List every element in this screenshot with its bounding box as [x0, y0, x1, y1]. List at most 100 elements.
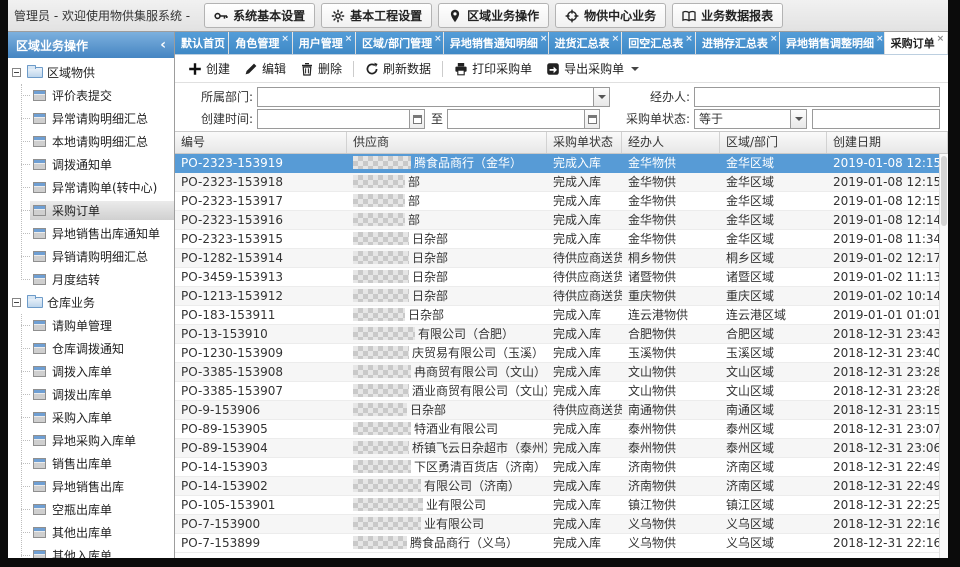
cell-采购单状态: 完成入库 — [553, 213, 602, 227]
sidebar-item-异销请购明细汇总[interactable]: 异销请购明细汇总 — [8, 245, 174, 268]
table-row[interactable]: PO-3459-153913 日杂部 待供应商送货 诸暨物供 诸暨区域 2019-01-0… — [175, 268, 939, 287]
table-row[interactable]: PO-2323-153917 部 完成入库 金华物供 金华区域 2019-01-08 12… — [175, 192, 939, 211]
sidebar-item-异地采购入库单[interactable]: 异地采购入库单 — [8, 429, 174, 452]
top-menu-button-5[interactable]: 业务数据报表 — [672, 3, 784, 28]
tab-进货汇总表[interactable]: 进货汇总表 × — [548, 32, 622, 54]
table-row[interactable]: PO-14-153903 下区勇清百货店（济南） 完成入库 济南物供 济南区域 2018-… — [175, 458, 939, 477]
sidebar-item-异常请购明细汇总[interactable]: 异常请购明细汇总 — [8, 107, 174, 130]
table-row[interactable]: PO-9-153906 日杂部 待供应商送货 南通物供 南通区域 2018-12-31 2… — [175, 401, 939, 420]
table-row[interactable]: PO-7-153900 业有限公司 完成入库 义乌物供 义乌区域 2018-12-31 2… — [175, 515, 939, 534]
table-row[interactable]: PO-183-153911 日杂部 完成入库 连云港物供 连云港区域 2019-01-01… — [175, 306, 939, 325]
dept-combobox[interactable] — [257, 87, 610, 107]
table-row[interactable]: PO-89-153905 特酒业有限公司 完成入库 泰州物供 泰州区域 2018-12-3… — [175, 420, 939, 439]
sidebar-item-评价表提交[interactable]: 评价表提交 — [8, 84, 174, 107]
table-row[interactable]: PO-3385-153907 酒业商贸有限公司（文山） 完成入库 文山物供 文山区域 20… — [175, 382, 939, 401]
column-header-编号[interactable]: 编号 — [175, 132, 347, 153]
tab-回空汇总表[interactable]: 回空汇总表 × — [622, 32, 695, 54]
chevron-down-icon[interactable] — [790, 110, 806, 128]
sidebar-item-销售出库单[interactable]: 销售出库单 — [8, 452, 174, 475]
toolbar-button-刷新数据[interactable]: 刷新数据 — [358, 57, 438, 80]
status-operator-combobox[interactable]: 等于 — [694, 109, 807, 129]
close-icon[interactable]: × — [281, 34, 289, 44]
table-row[interactable]: PO-89-153904 桥镇飞云日杂超市（泰州） 完成入库 泰州物供 泰州区域 2018… — [175, 439, 939, 458]
close-icon[interactable]: × — [434, 34, 442, 44]
tab-默认首页[interactable]: 默认首页 — [175, 32, 229, 54]
tab-用户管理[interactable]: 用户管理 × — [292, 32, 356, 54]
table-row[interactable]: PO-13-153910 有限公司（合肥） 完成入库 合肥物供 合肥区域 2018-12-… — [175, 325, 939, 344]
tab-采购订单[interactable]: 采购订单 × — [884, 32, 947, 54]
key-icon — [214, 9, 228, 23]
sidebar-item-调拨出库单[interactable]: 调拨出库单 — [8, 383, 174, 406]
top-menu-button-4[interactable]: 物供中心业务 — [555, 3, 667, 28]
sidebar-item-调拨入库单[interactable]: 调拨入库单 — [8, 360, 174, 383]
sidebar-item-请购单管理[interactable]: 请购单管理 — [8, 314, 174, 337]
operator-input[interactable] — [695, 88, 939, 106]
sidebar-item-仓库调拨通知[interactable]: 仓库调拨通知 — [8, 337, 174, 360]
created-from-input[interactable] — [258, 110, 409, 128]
top-menu-button-3[interactable]: 区域业务操作 — [438, 3, 550, 28]
top-menu-button-2[interactable]: 基本工程设置 — [321, 3, 433, 28]
vertical-scrollbar[interactable] — [939, 154, 948, 558]
toolbar-button-删除[interactable]: 删除 — [293, 57, 349, 80]
tab-异地销售调整明细[interactable]: 异地销售调整明细 × — [779, 32, 884, 54]
tab-角色管理[interactable]: 角色管理 × — [229, 32, 292, 54]
toolbar-button-打印采购单[interactable]: 打印采购单 — [447, 57, 539, 80]
tab-进销存汇总表[interactable]: 进销存汇总表 × — [695, 32, 779, 54]
column-header-供应商[interactable]: 供应商 — [347, 132, 547, 153]
table-row[interactable]: PO-1230-153909 庆贸易有限公司（玉溪） 完成入库 玉溪物供 玉溪区域 201… — [175, 344, 939, 363]
close-icon[interactable]: × — [936, 34, 945, 44]
table-row[interactable]: PO-105-153901 业有限公司 完成入库 镇江物供 镇江区域 2018-12-31… — [175, 496, 939, 515]
table-row[interactable]: PO-1213-153912 日杂部 待供应商送货 重庆物供 重庆区域 2019-01-0… — [175, 287, 939, 306]
sidebar-item-空瓶出库单[interactable]: 空瓶出库单 — [8, 498, 174, 521]
table-row[interactable]: PO-2323-153916 部 完成入库 金华物供 金华区域 2019-01-08 12… — [175, 211, 939, 230]
close-icon[interactable]: × — [611, 34, 620, 44]
cell-采购单状态: 完成入库 — [553, 194, 602, 208]
table-row[interactable]: PO-1282-153914 日杂部 待供应商送货 桐乡物供 桐乡区域 2019-01-0… — [175, 249, 939, 268]
table-row[interactable]: PO-14-153902 有限公司（济南） 完成入库 济南物供 济南区域 2018-12-… — [175, 477, 939, 496]
collapse-sidebar-icon[interactable]: ‹ — [160, 37, 166, 53]
sidebar-item-采购入库单[interactable]: 采购入库单 — [8, 406, 174, 429]
sidebar-item-月度结转[interactable]: 月度结转 — [8, 268, 174, 291]
calendar-icon[interactable] — [409, 110, 424, 128]
column-header-经办人[interactable]: 经办人 — [622, 132, 720, 153]
expand-toggle-icon[interactable] — [12, 298, 21, 307]
tree-folder[interactable]: 区域物供 — [8, 61, 174, 84]
close-icon[interactable]: × — [539, 34, 548, 44]
calendar-icon[interactable] — [584, 110, 599, 128]
table-row[interactable]: PO-2323-153915 日杂部 完成入库 金华物供 金华区域 2019-01-08 … — [175, 230, 939, 249]
table-row[interactable]: PO-2323-153918 部 完成入库 金华物供 金华区域 2019-01-08 12… — [175, 173, 939, 192]
sidebar-item-采购订单[interactable]: 采购订单 — [8, 199, 174, 222]
chevron-down-icon[interactable] — [593, 88, 609, 106]
toolbar-button-创建[interactable]: 创建 — [181, 57, 237, 80]
sidebar-item-其他出库单[interactable]: 其他出库单 — [8, 521, 174, 544]
created-to-input[interactable] — [448, 110, 584, 128]
toolbar-button-编辑[interactable]: 编辑 — [237, 57, 293, 80]
column-header-采购单状态[interactable]: 采购单状态 — [547, 132, 622, 153]
cell-创建日期: 2018-12-31 23:28:52 — [833, 384, 939, 398]
toolbar-button-label: 导出采购单 — [564, 62, 625, 76]
table-row[interactable]: PO-7-153899 腾食品商行（义乌） 完成入库 义乌物供 义乌区域 2018-12-… — [175, 534, 939, 553]
column-header-区域/部门[interactable]: 区域/部门 — [720, 132, 827, 153]
close-icon[interactable]: × — [769, 34, 778, 44]
status-value-input[interactable] — [813, 110, 939, 128]
tree-folder[interactable]: 仓库业务 — [8, 291, 174, 314]
cell-创建日期: 2019-01-08 12:15:12 — [833, 194, 939, 208]
close-icon[interactable]: × — [685, 34, 693, 44]
table-row[interactable]: PO-3385-153908 冉商贸有限公司（文山） 完成入库 文山物供 文山区域 201… — [175, 363, 939, 382]
toolbar-button-导出采购单[interactable]: 导出采购单 — [539, 57, 646, 80]
scrollbar-thumb[interactable] — [941, 156, 947, 226]
close-icon[interactable]: × — [875, 34, 884, 44]
sidebar-item-异地销售出库通知单[interactable]: 异地销售出库通知单 — [8, 222, 174, 245]
tab-区域/部门管理[interactable]: 区域/部门管理 × — [356, 32, 443, 54]
column-header-创建日期[interactable]: 创建日期 — [827, 132, 948, 153]
sidebar-item-异常请购单(转中心)[interactable]: 异常请购单(转中心) — [8, 176, 174, 199]
table-row[interactable]: PO-2323-153919 腾食品商行（金华） 完成入库 金华物供 金华区域 2019-… — [175, 154, 939, 173]
sidebar-item-本地请购明细汇总[interactable]: 本地请购明细汇总 — [8, 130, 174, 153]
sidebar-item-其他入库单[interactable]: 其他入库单 — [8, 544, 174, 558]
sidebar-item-调拨通知单[interactable]: 调拨通知单 — [8, 153, 174, 176]
close-icon[interactable]: × — [344, 34, 353, 44]
top-menu-button-1[interactable]: 系统基本设置 — [204, 3, 316, 28]
expand-toggle-icon[interactable] — [12, 68, 21, 77]
tab-异地销售通知明细[interactable]: 异地销售通知明细 × — [443, 32, 548, 54]
sidebar-item-异地销售出库[interactable]: 异地销售出库 — [8, 475, 174, 498]
